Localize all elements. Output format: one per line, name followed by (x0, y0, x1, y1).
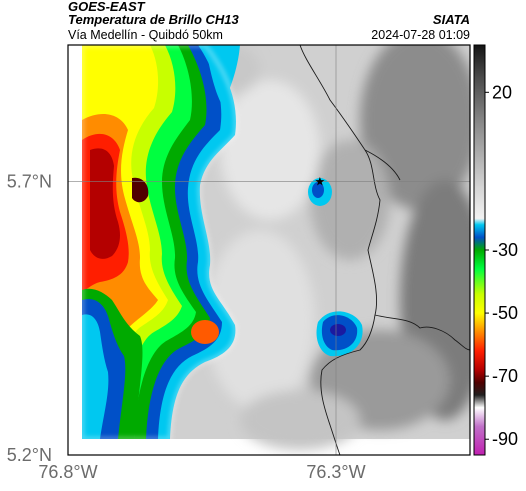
axis-labels: 5.7°N 5.2°N 76.8°W 76.3°W (7, 172, 366, 482)
brightness-temperature-layer (68, 45, 470, 455)
latitude-tick-label: 5.7°N (7, 172, 52, 192)
longitude-tick-label: 76.8°W (38, 462, 97, 482)
map-frame (67, 44, 471, 456)
longitude-tick-label: 76.3°W (306, 462, 365, 482)
satellite-name: GOES-EAST (68, 0, 145, 14)
department-border-west (299, 45, 381, 455)
colorbar-scale (473, 44, 486, 456)
gray-texture (200, 45, 470, 450)
colorbar-tick-label: -70 (492, 366, 518, 386)
location-label: Vía Medellín - Quibdó 50km (68, 28, 223, 42)
department-border-east (374, 314, 470, 351)
administrative-borders (299, 45, 470, 455)
colorbar-tick-label: 20 (492, 82, 512, 102)
colorbar-tick-label: -50 (492, 303, 518, 323)
colorbar: 20 -30 -50 -70 -90 (473, 44, 518, 456)
colorbar-tick-label: -30 (492, 240, 518, 260)
colorbar-tick-label: -90 (492, 429, 518, 449)
map-grid (68, 45, 470, 455)
organization-name: SIATA (432, 12, 470, 27)
cloud-core-dark-red (90, 148, 120, 259)
cloud-cell-orange (191, 320, 219, 344)
product-title: Temperatura de Brillo CH13 (68, 12, 239, 27)
datetime-label: 2024-07-28 01:09 (371, 28, 470, 42)
latitude-tick-label: 5.2°N (7, 445, 52, 465)
cloud-core-black (132, 177, 149, 203)
cloud-band-cyan-south (82, 314, 109, 439)
department-border-north (364, 149, 401, 181)
star-marker-icon: ★ (315, 175, 326, 189)
